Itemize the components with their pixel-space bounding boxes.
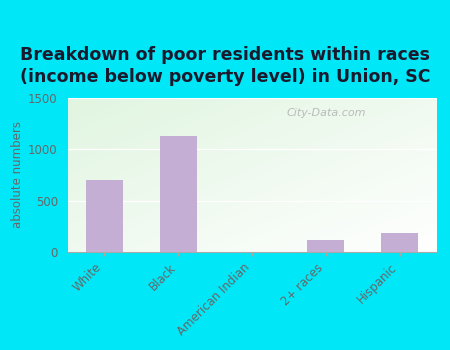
Bar bbox=[86, 180, 123, 252]
Bar bbox=[307, 240, 344, 252]
Text: City-Data.com: City-Data.com bbox=[286, 108, 365, 118]
Bar bbox=[381, 233, 418, 252]
Bar bbox=[160, 136, 197, 252]
Text: Breakdown of poor residents within races
(income below poverty level) in Union, : Breakdown of poor residents within races… bbox=[20, 46, 430, 86]
Y-axis label: absolute numbers: absolute numbers bbox=[11, 121, 24, 229]
